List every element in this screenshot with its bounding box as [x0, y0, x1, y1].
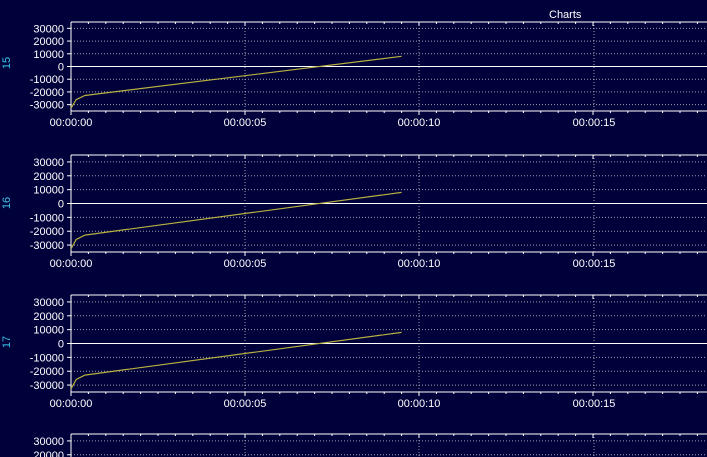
x-tick-label: 00:00:00 [50, 398, 93, 410]
y-tick-label: 20000 [33, 450, 64, 457]
x-tick-label: 00:00:15 [573, 398, 616, 410]
y-tick-label: 10000 [33, 49, 64, 61]
y-tick-label: 0 [58, 339, 64, 351]
y-tick-label: -30000 [30, 380, 64, 392]
series-line [70, 191, 402, 250]
y-tick-label: -10000 [30, 212, 64, 224]
y-tick-label: 0 [58, 199, 64, 211]
y-tick-label: 10000 [33, 185, 64, 197]
x-tick-label: 00:00:15 [573, 258, 616, 270]
y-tick-label: 0 [58, 62, 64, 74]
y-tick-label: -20000 [30, 226, 64, 238]
x-tick-label: 00:00:10 [398, 398, 441, 410]
y-tick-label: -10000 [30, 74, 64, 86]
x-tick-label: 00:00:15 [573, 117, 616, 129]
y-tick-label: 30000 [33, 157, 64, 169]
y-tick-label: 20000 [33, 36, 64, 48]
channel-label: 15 [1, 57, 13, 69]
y-tick-label: -10000 [30, 352, 64, 364]
y-tick-label: -20000 [30, 366, 64, 378]
y-tick-label: 30000 [33, 436, 64, 448]
y-tick-label: 20000 [33, 311, 64, 323]
series-line [70, 55, 402, 109]
y-tick-label: -20000 [30, 87, 64, 99]
window-title: Charts [549, 9, 582, 21]
y-tick-label: 20000 [33, 171, 64, 183]
x-tick-label: 00:00:05 [224, 117, 267, 129]
series-line [70, 331, 402, 390]
channel-label: 16 [1, 197, 13, 209]
x-tick-label: 00:00:00 [50, 258, 93, 270]
x-tick-label: 00:00:05 [224, 398, 267, 410]
y-tick-label: 30000 [33, 23, 64, 35]
x-tick-label: 00:00:00 [50, 117, 93, 129]
y-tick-label: -30000 [30, 100, 64, 112]
y-tick-label: 10000 [33, 325, 64, 337]
x-tick-label: 00:00:05 [224, 258, 267, 270]
channel-label: 17 [1, 336, 13, 348]
x-tick-label: 00:00:10 [398, 117, 441, 129]
y-tick-label: 30000 [33, 297, 64, 309]
y-tick-label: -30000 [30, 240, 64, 252]
x-tick-label: 00:00:10 [398, 258, 441, 270]
